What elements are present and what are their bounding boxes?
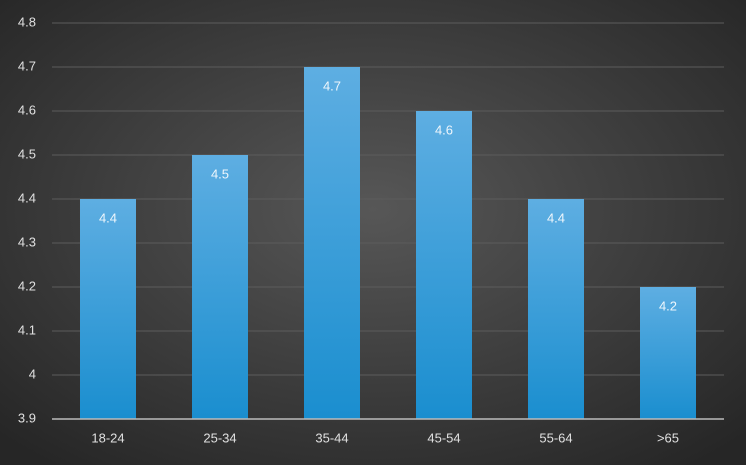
data-label: 4.7 <box>323 78 341 93</box>
x-tick-label: 55-64 <box>539 430 572 445</box>
data-label: 4.6 <box>435 122 453 137</box>
y-tick-label: 4.1 <box>18 322 36 337</box>
x-tick-label: 25-34 <box>203 430 236 445</box>
data-label: 4.5 <box>211 166 229 181</box>
bar <box>640 287 696 419</box>
bar <box>80 199 136 419</box>
x-tick-label: 45-54 <box>427 430 460 445</box>
y-tick-label: 4.4 <box>18 190 36 205</box>
y-tick-label: 4.5 <box>18 146 36 161</box>
data-label: 4.4 <box>547 210 565 225</box>
bar <box>304 67 360 419</box>
y-tick-label: 4.8 <box>18 14 36 29</box>
bar <box>528 199 584 419</box>
data-label: 4.4 <box>99 210 117 225</box>
y-tick-label: 4.7 <box>18 58 36 73</box>
x-tick-label: 35-44 <box>315 430 348 445</box>
bar <box>416 111 472 419</box>
x-tick-label: >65 <box>657 430 679 445</box>
y-tick-label: 4.2 <box>18 278 36 293</box>
y-tick-label: 4.6 <box>18 102 36 117</box>
bar <box>192 155 248 419</box>
x-tick-label: 18-24 <box>91 430 124 445</box>
y-tick-label: 3.9 <box>18 410 36 425</box>
y-tick-label: 4 <box>29 366 36 381</box>
data-label: 4.2 <box>659 298 677 313</box>
y-tick-label: 4.3 <box>18 234 36 249</box>
